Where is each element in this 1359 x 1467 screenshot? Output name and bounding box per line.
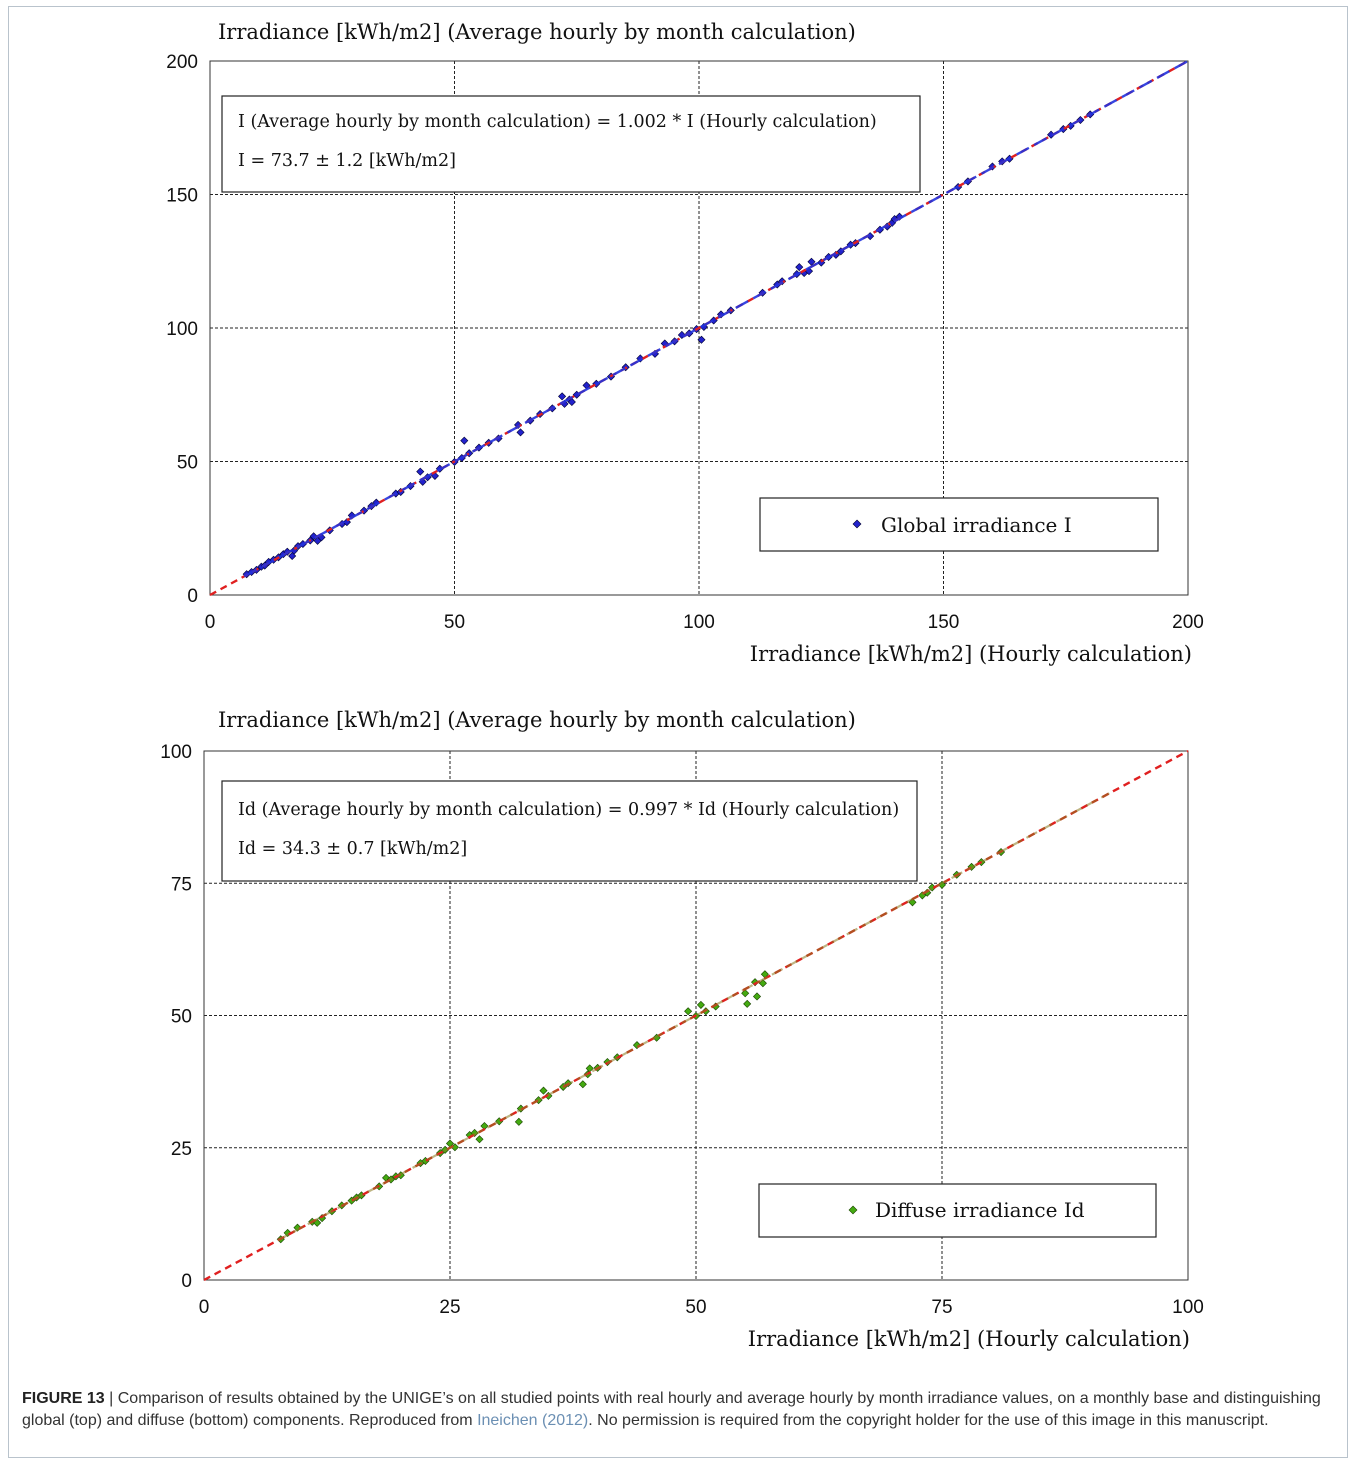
legend: Global irradiance I <box>759 497 1159 552</box>
x-axis-label: Irradiance [kWh/m2] (Hourly calculation) <box>748 1327 1190 1351</box>
figure-frame <box>8 6 1348 1458</box>
fit-lines <box>209 59 1189 597</box>
x-tick-label: 200 <box>1172 612 1204 633</box>
x-tick-label: 100 <box>1172 1297 1204 1318</box>
x-tick-label: 50 <box>685 1297 706 1318</box>
legend-marker <box>852 519 862 529</box>
annotation-box: Id (Average hourly by month calculation)… <box>221 780 918 882</box>
legend: Diffuse irradiance Id <box>758 1183 1157 1238</box>
y-tick-label: 100 <box>160 742 192 763</box>
data-point <box>578 1080 587 1089</box>
y-tick-label: 25 <box>171 1139 192 1160</box>
annotation-mean: Id = 34.3 ± 0.7 [kWh/m2] <box>238 839 467 859</box>
x-tick-label: 150 <box>928 612 960 633</box>
x-tick-label: 100 <box>683 612 715 633</box>
data-point <box>475 1135 484 1144</box>
data-point <box>558 392 567 401</box>
y-tick-label: 75 <box>171 874 192 895</box>
data-point <box>460 436 469 445</box>
y-tick-label: 50 <box>171 1007 192 1028</box>
data-point <box>567 397 576 406</box>
data-point <box>684 1007 693 1016</box>
data-point <box>752 992 762 1001</box>
figure-caption: FIGURE 13 | Comparison of results obtain… <box>22 1388 1332 1432</box>
tick-labels: 0 25 50 75 100 0 25 50 75 100 <box>160 742 1204 1318</box>
data-point <box>696 1000 705 1009</box>
y-tick-label: 100 <box>166 319 198 340</box>
x-tick-label: 0 <box>205 612 216 633</box>
data-point <box>470 1128 479 1137</box>
tick-labels: 0 50 100 150 200 0 50 100 150 200 <box>166 52 1204 633</box>
y-axis-label: Irradiance [kWh/m2] (Average hourly by m… <box>218 20 856 44</box>
legend-label: Global irradiance I <box>881 513 1072 537</box>
data-point <box>677 330 686 339</box>
data-point <box>697 335 706 344</box>
chart-diffuse: Irradiance [kWh/m2] (Average hourly by m… <box>160 708 1204 1351</box>
citation-link[interactable]: Ineichen (2012) <box>477 1412 589 1429</box>
fit-line <box>277 792 1110 1242</box>
y-tick-label: 0 <box>187 586 198 607</box>
figure-label: FIGURE 13 <box>22 1390 105 1407</box>
data-point <box>741 989 750 998</box>
data-point <box>283 1228 292 1237</box>
data-point <box>514 1117 523 1126</box>
annotation-box: I (Average hourly by month calculation) … <box>221 95 921 193</box>
data-point <box>416 467 425 476</box>
legend-label: Diffuse irradiance Id <box>875 1198 1085 1222</box>
x-tick-label: 0 <box>199 1297 210 1318</box>
x-tick-label: 75 <box>931 1297 952 1318</box>
data-point <box>293 1223 302 1232</box>
x-axis-label: Irradiance [kWh/m2] (Hourly calculation) <box>750 642 1192 666</box>
annotation-mean: I = 73.7 ± 1.2 [kWh/m2] <box>238 151 456 171</box>
legend-marker <box>848 1205 858 1215</box>
caption-text: | Comparison of results obtained by the … <box>22 1390 1321 1429</box>
plot-area <box>203 750 1189 1281</box>
data-point <box>795 263 804 272</box>
caption-text-end: . No permission is required from the cop… <box>588 1412 1269 1429</box>
plot-area <box>209 60 1189 596</box>
chart-global: Irradiance [kWh/m2] (Average hourly by m… <box>166 20 1204 666</box>
y-tick-label: 150 <box>166 186 198 207</box>
data-point <box>716 310 726 319</box>
data-point <box>751 978 760 987</box>
data-point <box>516 428 525 437</box>
annotation-equation: I (Average hourly by month calculation) … <box>238 112 877 132</box>
y-tick-label: 0 <box>181 1271 192 1292</box>
x-tick-label: 50 <box>444 612 465 633</box>
data-point <box>465 449 474 458</box>
y-tick-label: 50 <box>177 453 198 474</box>
data-point <box>743 999 752 1008</box>
annotation-equation: Id (Average hourly by month calculation)… <box>238 800 899 820</box>
fit-lines <box>203 749 1189 1282</box>
x-tick-label: 25 <box>439 1297 460 1318</box>
y-axis-label: Irradiance [kWh/m2] (Average hourly by m… <box>218 708 856 732</box>
y-tick-label: 200 <box>166 52 198 73</box>
data-point <box>539 1086 548 1095</box>
